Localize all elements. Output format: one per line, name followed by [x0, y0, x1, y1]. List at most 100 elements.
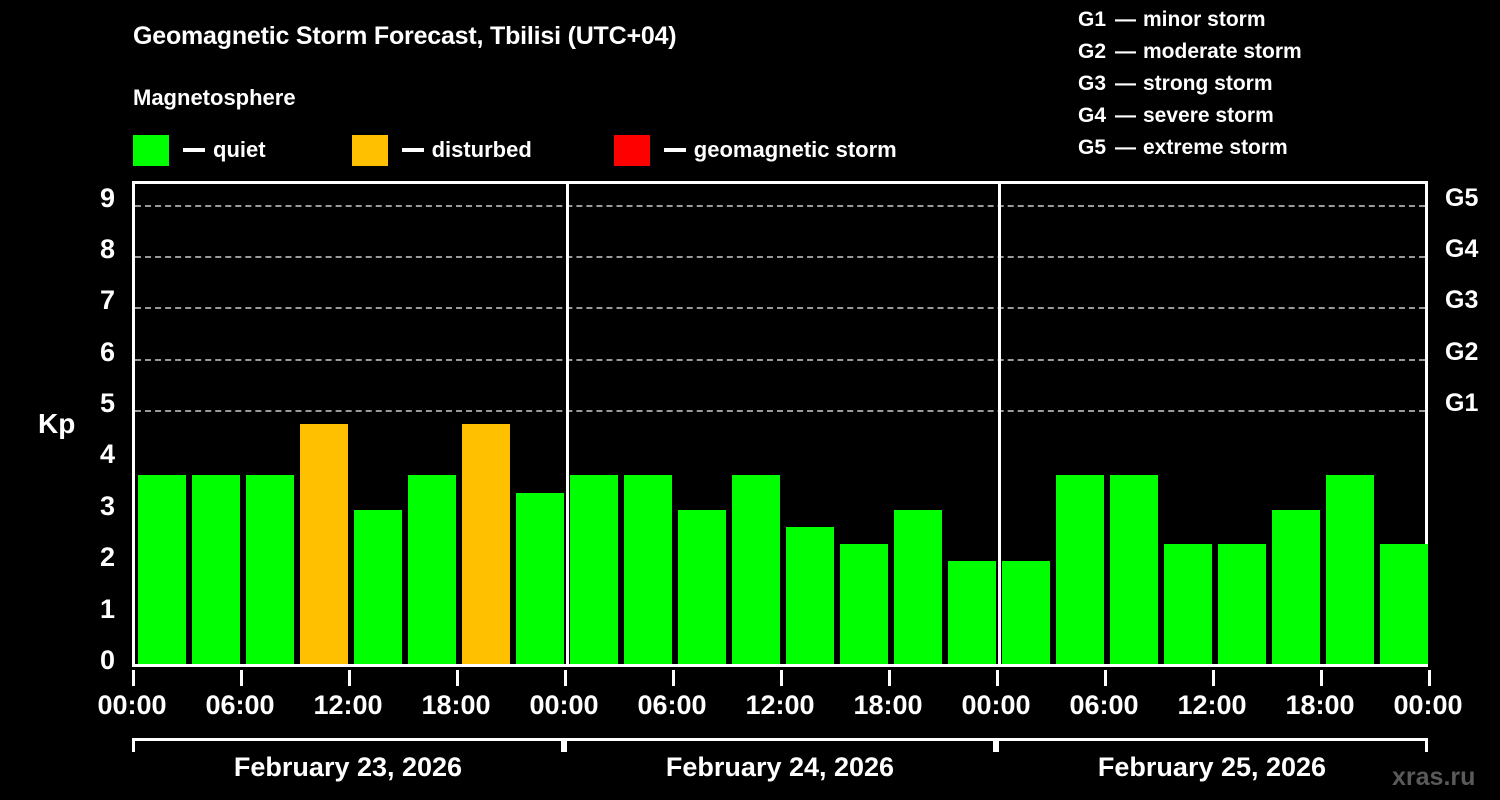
day-separator	[997, 184, 1001, 664]
kp-bar	[1326, 475, 1374, 664]
y-axis-tick-label: 5	[99, 388, 115, 419]
x-axis-tick-label: 18:00	[421, 690, 491, 720]
x-axis-tick-label: 00:00	[529, 690, 599, 720]
x-axis-tick	[672, 670, 675, 686]
x-axis-tick	[564, 670, 567, 686]
x-axis-tick-label: 06:00	[1069, 690, 1139, 720]
x-axis-tick	[888, 670, 891, 686]
y-axis-tick-label: 4	[99, 439, 115, 470]
y-axis-tick-label: 3	[99, 490, 115, 521]
x-axis-tick-label: 00:00	[1393, 690, 1463, 720]
day-bracket	[996, 738, 1428, 752]
g-scale-row: G2 — moderate storm	[1078, 40, 1302, 72]
day-bracket	[132, 738, 564, 752]
g-scale-description: minor storm	[1143, 8, 1266, 31]
day-label: February 25, 2026	[1097, 752, 1327, 782]
y-axis-tick-label: 0	[99, 645, 115, 675]
legend-dash-icon	[401, 148, 424, 152]
y-axis-tick-label: 1	[99, 593, 115, 624]
x-axis-tick-label: 12:00	[1177, 690, 1247, 720]
y-axis-tick-label: 7	[99, 285, 115, 316]
x-axis-tick	[456, 670, 459, 686]
kp-bar	[408, 475, 456, 664]
legend-item: quiet	[133, 133, 266, 167]
kp-bar	[1002, 561, 1050, 664]
y-axis-tick-label: 8	[99, 233, 115, 264]
day-bracket	[564, 738, 996, 752]
g-scale-row: G5 — extreme storm	[1078, 136, 1302, 168]
g-scale-code: G1	[1078, 8, 1107, 31]
watermark: xras.ru	[1392, 763, 1476, 791]
kp-bar	[462, 424, 510, 664]
y-axis-tick-label: 6	[99, 336, 115, 367]
kp-bar	[1110, 475, 1158, 664]
day-label: February 23, 2026	[233, 752, 463, 782]
x-axis-tick	[240, 670, 243, 686]
storm-swatch	[613, 134, 650, 166]
kp-bar	[516, 492, 564, 664]
legend-item: geomagnetic storm	[613, 133, 897, 167]
x-axis-tick-label: 06:00	[205, 690, 275, 720]
g-scale-row: G4 — severe storm	[1078, 104, 1302, 136]
x-axis-tick-label: 12:00	[745, 690, 815, 720]
legend-dash-icon	[183, 148, 205, 152]
kp-bar	[786, 526, 834, 664]
g-scale-dash: —	[1115, 72, 1136, 95]
g-scale-dash: —	[1115, 136, 1136, 159]
kp-bar	[1056, 475, 1104, 664]
g-scale-legend: G1 — minor storm G2 — moderate storm G3 — strong…	[1078, 8, 1302, 168]
legend-label: disturbed	[431, 137, 532, 162]
g-scale-code: G2	[1078, 40, 1107, 63]
g-scale-code: G5	[1078, 136, 1107, 159]
gridline	[135, 204, 1425, 207]
gridline	[135, 410, 1425, 413]
kp-bar	[624, 475, 672, 664]
page-title: Geomagnetic Storm Forecast, Tbilisi (UTC…	[133, 22, 677, 50]
g-scale-row: G3 — strong storm	[1078, 72, 1302, 104]
x-axis-tick	[348, 670, 351, 686]
kp-bar	[354, 509, 402, 664]
g-scale-dash: —	[1115, 104, 1136, 127]
x-axis-tick	[1212, 670, 1215, 686]
gridline	[135, 255, 1425, 258]
kp-bar	[948, 561, 996, 664]
x-axis-tick	[996, 670, 999, 686]
g-scale-description: moderate storm	[1143, 40, 1302, 63]
legend-label: geomagnetic storm	[693, 137, 897, 162]
kp-bar	[1218, 544, 1266, 664]
x-axis-tick-label: 00:00	[961, 690, 1031, 720]
day-separator	[565, 184, 569, 664]
g-scale-dash: —	[1115, 8, 1136, 31]
x-axis-tick-label: 00:00	[97, 690, 167, 720]
x-axis-tick-label: 18:00	[1285, 690, 1355, 720]
disturbed-swatch	[351, 134, 388, 166]
x-axis-tick	[1104, 670, 1107, 686]
g-scale-axis-label: G2	[1445, 337, 1479, 366]
kp-bar	[732, 475, 780, 664]
legend-dash-icon	[663, 148, 686, 152]
kp-bar	[246, 475, 294, 664]
kp-bar	[192, 475, 240, 664]
x-axis-tick	[1320, 670, 1323, 686]
kp-bar	[1380, 544, 1428, 664]
g-scale-description: severe storm	[1143, 104, 1274, 127]
legend: quiet disturbed geomagnetic storm	[133, 133, 897, 167]
kp-bar	[894, 509, 942, 664]
y-axis-tick-label: 2	[99, 542, 115, 573]
x-axis-tick	[780, 670, 783, 686]
g-scale-description: extreme storm	[1143, 136, 1288, 159]
kp-bar	[1272, 509, 1320, 664]
y-axis-title: Kp	[38, 408, 76, 439]
x-axis-tick-label: 12:00	[313, 690, 383, 720]
x-axis-tick	[1428, 670, 1431, 686]
kp-bar	[570, 475, 618, 664]
quiet-swatch	[133, 134, 169, 166]
g-scale-code: G3	[1078, 72, 1107, 95]
x-axis-tick-label: 06:00	[637, 690, 707, 720]
plot-area	[132, 181, 1428, 667]
kp-bar	[840, 544, 888, 664]
legend-item: disturbed	[351, 133, 532, 167]
g-scale-axis-label: G3	[1445, 286, 1479, 315]
kp-bar	[1164, 544, 1212, 664]
